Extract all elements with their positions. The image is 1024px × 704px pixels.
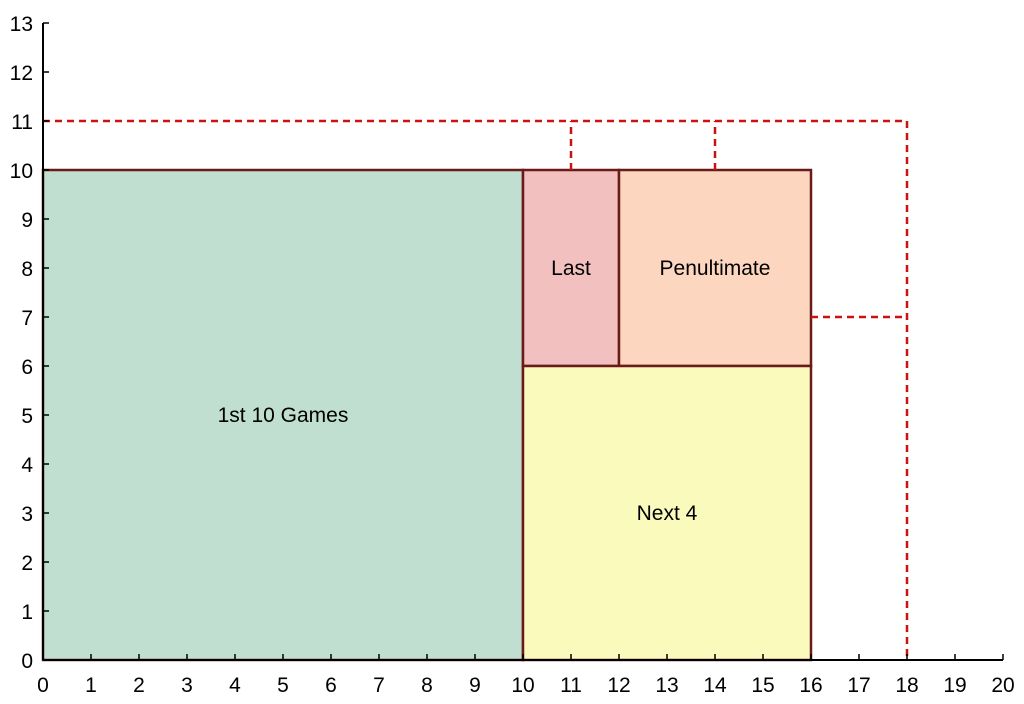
x-tick-label: 15: [751, 674, 774, 697]
y-tick-label: 0: [21, 650, 33, 673]
y-tick-label: 13: [10, 13, 33, 36]
rect-label-next-4: Next 4: [637, 502, 698, 525]
y-tick-label: 3: [21, 503, 33, 526]
x-tick-label: 4: [229, 674, 241, 697]
x-tick-label: 0: [37, 674, 49, 697]
y-tick-label: 11: [11, 111, 33, 134]
axes-layer: 0 1 2 3 4 5 6 7 8 9 10 11 12 13 14 15 16 17 18 19 2001234567…: [10, 13, 1015, 697]
x-tick-label: 2: [133, 674, 145, 697]
x-tick-label: 8: [421, 674, 433, 697]
dashed-lines-layer: [43, 119, 909, 660]
rect-label-1st-10-games: 1st 10 Games: [218, 404, 349, 427]
x-tick-label: 13: [655, 674, 678, 697]
rect-label-penultimate: Penultimate: [660, 257, 771, 280]
y-tick-label: 12: [10, 62, 33, 85]
x-tick-label: 20: [991, 674, 1014, 697]
x-tick-label: 5: [277, 674, 289, 697]
x-tick-label: 7: [373, 674, 385, 697]
y-tick-label: 6: [21, 356, 33, 379]
rect-next-4: [521, 364, 813, 662]
y-tick-label: 1: [21, 601, 33, 624]
x-tick-label: 17: [847, 674, 870, 697]
y-tick-label: 8: [21, 258, 33, 281]
rectangle-labels-layer: 1st 10 Games Last Penultimate Next 4: [218, 257, 771, 525]
x-tick-label: 11: [560, 674, 582, 697]
x-tick-label: 10: [511, 674, 534, 697]
x-tick-label: 14: [703, 674, 727, 697]
y-tick-label: 10: [10, 160, 33, 183]
rectangles-layer: [41, 168, 813, 662]
rect-label-last: Last: [551, 257, 591, 280]
x-tick-label: 9: [469, 674, 481, 697]
x-tick-label: 12: [607, 674, 630, 697]
y-tick-label: 2: [21, 552, 33, 575]
x-tick-label: 1: [85, 674, 97, 697]
y-tick-label: 5: [21, 405, 33, 428]
x-tick-label: 18: [895, 674, 918, 697]
y-tick-label: 9: [21, 209, 33, 232]
x-tick-label: 3: [181, 674, 193, 697]
x-tick-label: 6: [325, 674, 337, 697]
x-tick-label: 16: [799, 674, 822, 697]
rect-1st-10-games: [41, 168, 525, 662]
x-tick-label: 19: [943, 674, 966, 697]
y-tick-label: 7: [21, 307, 33, 330]
rect-last: [521, 168, 621, 368]
y-tick-label: 4: [21, 454, 33, 477]
